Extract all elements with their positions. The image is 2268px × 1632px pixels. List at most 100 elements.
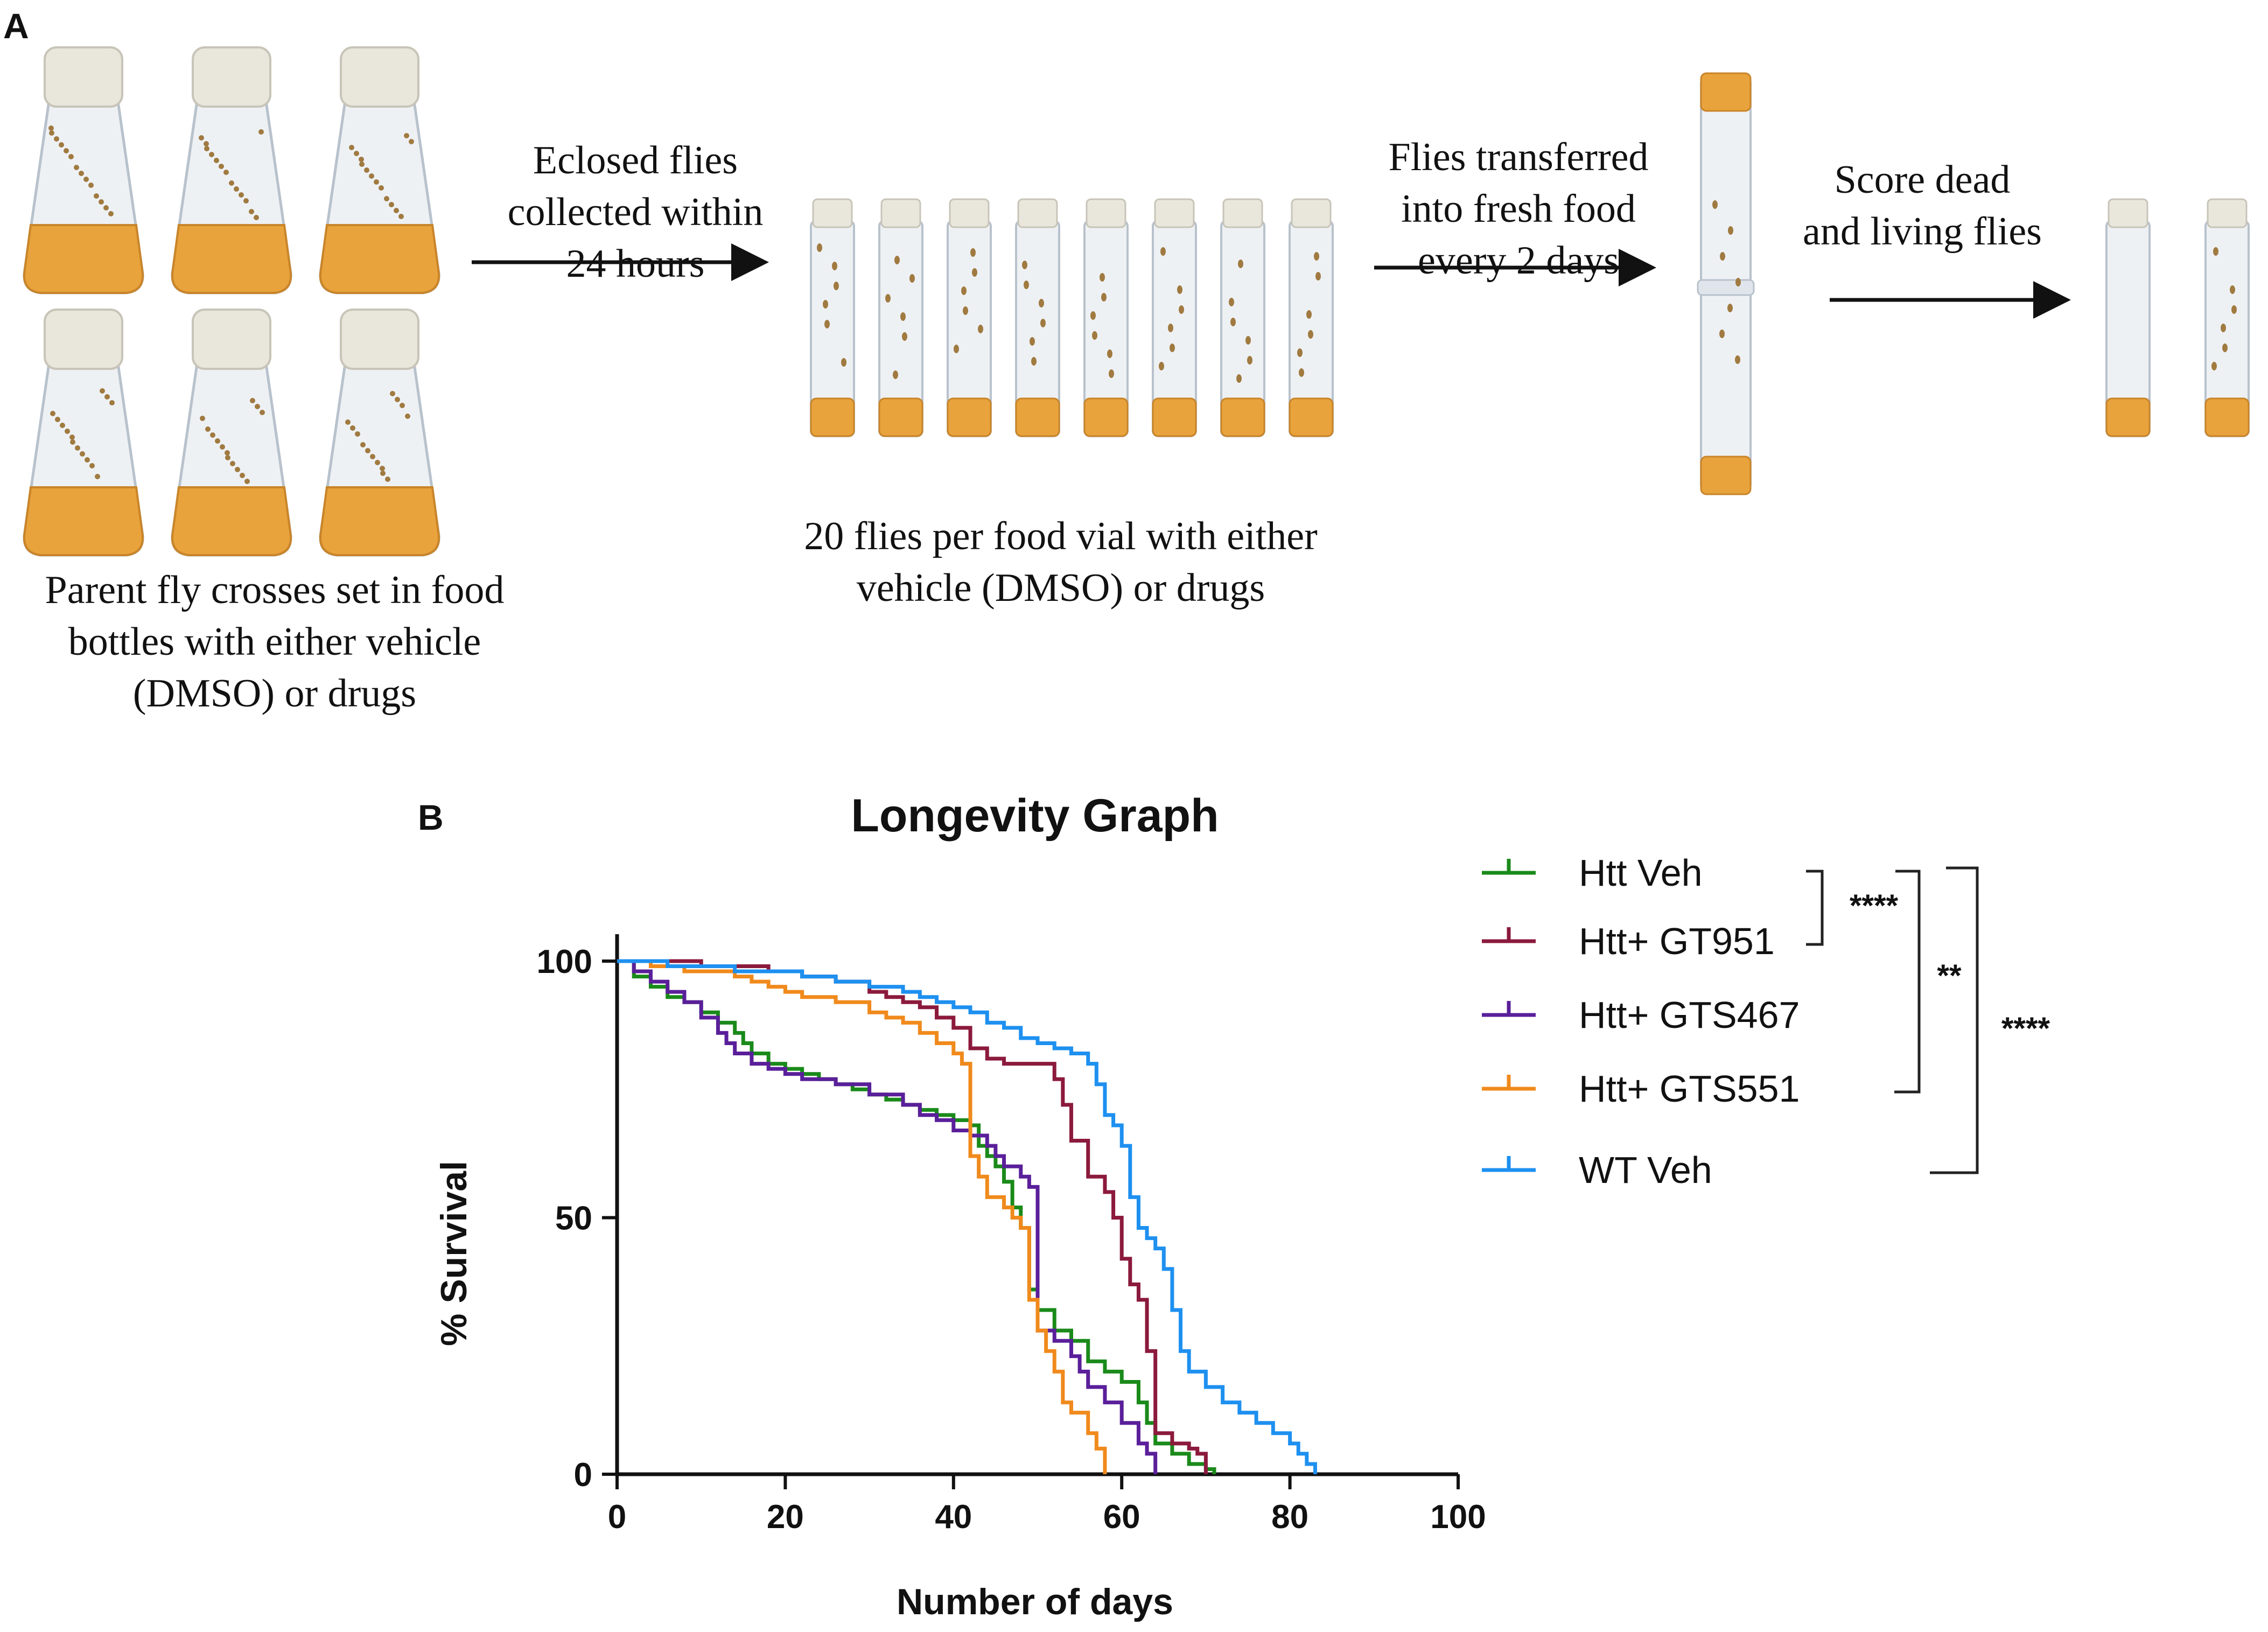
vial-cap <box>880 198 921 228</box>
fly <box>54 136 59 142</box>
food-vial <box>1220 198 1265 437</box>
fly <box>254 215 259 220</box>
vial-food <box>947 397 992 437</box>
chart-series <box>617 959 1317 1474</box>
fly <box>100 388 105 394</box>
fly <box>1727 304 1733 312</box>
step1-caption: Parent fly crosses set in food bottles w… <box>45 568 505 716</box>
fly <box>48 125 54 131</box>
food-vial <box>1083 198 1129 437</box>
fly <box>1040 319 1046 327</box>
fly <box>204 141 209 146</box>
fly <box>405 414 410 419</box>
food-vial <box>1015 198 1060 437</box>
fly <box>215 438 220 444</box>
fly <box>978 325 983 333</box>
y-tick-label: 100 <box>537 943 592 980</box>
fly <box>1107 349 1112 358</box>
food-vials <box>810 198 1334 437</box>
y-axis-label: % Survival <box>433 1161 474 1346</box>
fly <box>229 180 234 186</box>
fly <box>1100 273 1105 282</box>
series-line-htt-gts551 <box>617 959 1107 1474</box>
fly <box>1229 298 1234 306</box>
fly <box>2231 305 2237 314</box>
fly <box>350 425 355 431</box>
food-bottles <box>23 46 440 557</box>
x-tick-label: 100 <box>1430 1498 1486 1536</box>
fly <box>900 312 906 321</box>
fly <box>1159 362 1164 370</box>
fly <box>1712 200 1718 209</box>
vial-food <box>810 397 855 437</box>
series-line-htt-gt951 <box>617 959 1208 1474</box>
fly <box>841 358 846 367</box>
fly <box>235 467 240 472</box>
fly <box>1230 318 1236 326</box>
fly <box>832 262 837 270</box>
fly <box>2230 285 2235 294</box>
bracket-3 <box>1930 866 1979 1174</box>
significance-brackets: **** ** **** <box>1806 866 2050 1174</box>
scored-vial-living <box>2204 198 2250 437</box>
fly <box>893 370 898 379</box>
fly <box>824 320 830 328</box>
fly <box>1168 324 1173 332</box>
fly <box>963 306 968 315</box>
fly <box>64 148 69 153</box>
fly <box>398 214 404 219</box>
fly <box>204 146 209 151</box>
fly <box>2213 247 2218 256</box>
bottle-cap <box>340 46 419 108</box>
legend-label: WT Veh <box>1579 1149 1712 1191</box>
fly <box>239 192 244 198</box>
fly <box>199 135 204 141</box>
series-line-wt-veh <box>617 959 1317 1474</box>
fly <box>205 426 211 432</box>
food-vial <box>810 198 855 437</box>
fly <box>970 248 976 257</box>
vial-cap <box>1086 198 1126 228</box>
bottle-cap <box>44 46 123 108</box>
fly <box>817 243 822 252</box>
fly <box>385 477 390 482</box>
fly <box>109 400 115 405</box>
fly <box>219 164 224 169</box>
fly <box>1299 368 1304 377</box>
fly <box>75 445 80 451</box>
fly <box>1170 344 1175 352</box>
step2-caption: 20 flies per food vial with either vehic… <box>804 514 1318 610</box>
bottle-cap <box>340 309 419 370</box>
fly <box>258 129 264 135</box>
fly <box>2211 362 2217 370</box>
scored-vial-dead <box>2105 198 2151 437</box>
x-tick-label: 0 <box>608 1498 626 1536</box>
chart-title: Longevity Graph <box>851 790 1219 842</box>
fly <box>1090 311 1096 320</box>
fly <box>88 183 94 188</box>
vial-cap <box>2108 198 2148 228</box>
fly <box>225 455 230 460</box>
food-vial <box>1152 198 1197 437</box>
vial-food <box>2105 397 2151 437</box>
food-bottle <box>23 46 144 295</box>
vial-food <box>1152 397 1197 437</box>
fly <box>59 142 64 148</box>
transfer-food-bottom <box>1700 456 1752 495</box>
fly <box>1728 226 1733 235</box>
fly <box>255 404 260 409</box>
fly <box>240 473 245 478</box>
fly <box>369 173 374 179</box>
vial-cap <box>1154 198 1195 228</box>
bottle-food <box>319 486 440 556</box>
fly <box>1039 299 1044 307</box>
fly <box>69 435 75 440</box>
fly <box>230 461 235 466</box>
food-bottle <box>171 309 292 557</box>
fly <box>79 171 84 176</box>
scored-vials <box>2105 198 2250 437</box>
fly <box>400 403 405 408</box>
fly <box>1236 374 1242 383</box>
fly <box>1160 247 1166 256</box>
vial-cap <box>1222 198 1263 228</box>
